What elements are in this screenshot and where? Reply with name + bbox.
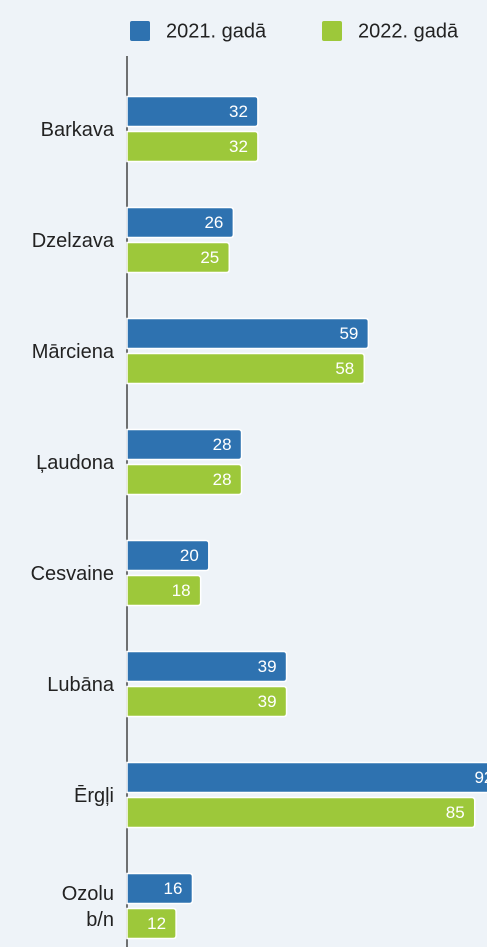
bar	[126, 761, 487, 794]
value-label: 39	[258, 657, 277, 676]
bar	[126, 872, 194, 905]
category-label: Mārciena	[31, 341, 114, 363]
bar	[126, 428, 243, 461]
category-label: Lubāna	[47, 674, 114, 696]
value-label: 20	[180, 546, 199, 565]
bar	[126, 463, 243, 496]
category-label: Cesvaine	[30, 563, 114, 585]
bar	[126, 685, 288, 718]
value-label: 28	[213, 435, 232, 454]
value-label: 26	[204, 213, 223, 232]
value-label: 16	[164, 879, 183, 898]
bar	[126, 796, 476, 829]
legend-label: 2021. gadā	[166, 20, 267, 42]
category-label: Ļaudona	[36, 452, 114, 474]
legend-swatch	[322, 21, 342, 41]
bar	[126, 317, 370, 350]
bar	[126, 241, 231, 274]
category-label: Barkava	[40, 119, 114, 141]
bar	[126, 574, 202, 607]
legend-swatch	[130, 21, 150, 41]
category-label: Ozolu b/n	[61, 883, 114, 931]
value-label: 32	[229, 137, 248, 156]
bar	[126, 539, 210, 572]
bar	[126, 907, 177, 940]
value-label: 25	[200, 248, 219, 267]
value-label: 58	[335, 359, 354, 378]
value-label: 39	[258, 692, 277, 711]
value-label: 18	[172, 581, 191, 600]
value-label: 92	[474, 768, 487, 787]
legend-label: 2022. gadā	[358, 20, 459, 42]
value-label: 12	[147, 914, 166, 933]
category-label: Ērgļi	[73, 785, 114, 807]
bar	[126, 650, 288, 683]
category-label: Dzelzava	[31, 230, 114, 252]
bar	[126, 352, 366, 385]
bar	[126, 95, 259, 128]
value-label: 59	[339, 324, 358, 343]
value-label: 28	[213, 470, 232, 489]
value-label: 85	[446, 803, 465, 822]
bar	[126, 130, 259, 163]
value-label: 32	[229, 102, 248, 121]
bar	[126, 206, 235, 239]
